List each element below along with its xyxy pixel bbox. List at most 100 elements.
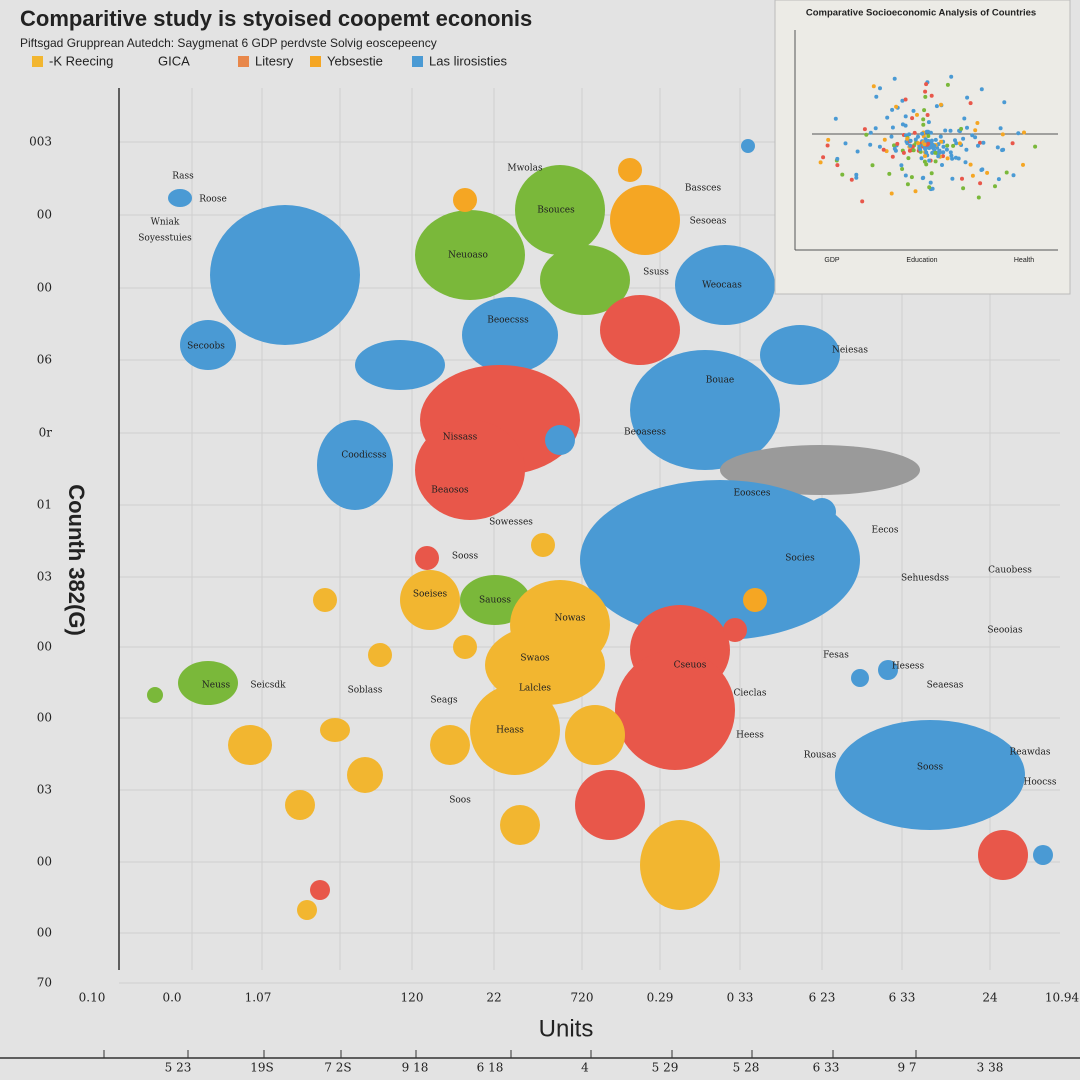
legend-swatch xyxy=(310,56,321,67)
region-shape xyxy=(808,498,836,526)
inset-point xyxy=(975,121,980,125)
inset-point xyxy=(933,150,938,155)
inset-point xyxy=(927,158,932,163)
inset-point xyxy=(932,144,937,148)
inset-point xyxy=(1011,173,1016,178)
inset-point xyxy=(926,141,931,146)
region-label: Sooss xyxy=(917,763,944,773)
inset-point xyxy=(889,191,894,196)
map-regions xyxy=(147,139,1053,920)
inset-point xyxy=(961,186,966,191)
inset-point xyxy=(1016,131,1021,136)
inset-point xyxy=(911,108,916,113)
inset-point xyxy=(964,147,969,152)
region-shape xyxy=(453,635,477,659)
inset-point xyxy=(835,163,840,168)
inset-point xyxy=(919,156,924,161)
region-shape xyxy=(462,297,558,373)
inset-point xyxy=(953,155,958,160)
x-tick-label: 10.94 xyxy=(1045,991,1080,1005)
region-label: Soeises xyxy=(413,590,448,600)
inset-point xyxy=(979,87,984,92)
inset-point xyxy=(924,82,929,87)
inset-point xyxy=(968,101,973,106)
inset-point xyxy=(916,134,920,139)
inset-point xyxy=(950,156,955,161)
region-label: Heess xyxy=(736,731,764,741)
inset-point xyxy=(849,177,854,182)
y-tick-label: 03 xyxy=(37,783,52,797)
x-secondary-tick-label: 6 33 xyxy=(813,1061,840,1075)
inset-point xyxy=(929,171,934,176)
region-shape xyxy=(347,757,383,793)
region-label: Bsouces xyxy=(537,206,575,216)
inset-point xyxy=(854,175,859,180)
y-tick-label: 70 xyxy=(37,976,52,990)
inset-point xyxy=(976,195,981,200)
region-shape xyxy=(400,570,460,630)
region-shape xyxy=(368,643,392,667)
inset-point xyxy=(843,141,848,146)
inset-point xyxy=(976,143,980,148)
inset-point xyxy=(882,137,887,142)
inset-point xyxy=(939,139,944,144)
x-tick-label: 0.29 xyxy=(647,991,674,1005)
region-shape xyxy=(310,880,330,900)
inset-points: GDP Education Health xyxy=(818,74,1038,264)
inset-point xyxy=(923,89,928,94)
x-secondary-tick-label: 3 38 xyxy=(977,1061,1004,1075)
inset-point xyxy=(936,154,941,159)
legend: -K Reecing GICA Litesry Yebsestie Las lirosi… xyxy=(32,53,508,68)
y-tick-label: 003 xyxy=(29,135,52,149)
x-tick-label: 1.07 xyxy=(245,991,272,1005)
inset-point xyxy=(899,163,904,168)
inset-point xyxy=(903,114,908,119)
inset-point xyxy=(870,163,875,168)
inset-point xyxy=(978,140,982,145)
x-secondary-tick-label: 5 29 xyxy=(652,1061,679,1075)
inset-point xyxy=(818,160,823,165)
inset-point xyxy=(835,156,840,161)
ticks: 003 00 00 06 0r 01 03 00 00 03 00 00 70 0.10 0.0 1.07 12… xyxy=(29,135,1079,1075)
x-tick-label: 120 xyxy=(401,991,424,1005)
region-shape xyxy=(640,820,720,910)
inset-point xyxy=(944,147,949,152)
inset-point xyxy=(920,176,925,181)
y-tick-label: 03 xyxy=(37,570,52,584)
region-shape xyxy=(210,205,360,345)
region-label: Sehuesdss xyxy=(901,574,949,584)
region-label: Sesoeas xyxy=(690,217,727,227)
region-label: Cseuos xyxy=(674,661,707,671)
inset-point xyxy=(923,94,928,99)
inset-point xyxy=(906,156,911,161)
region-shape xyxy=(580,480,860,640)
region-label: Eecos xyxy=(872,526,899,536)
y-axis-label: Counth 382(G) xyxy=(64,484,89,636)
y-tick-label: 00 xyxy=(37,281,52,295)
region-label: Seaesas xyxy=(927,681,964,691)
inset-point xyxy=(908,138,913,143)
inset-point xyxy=(973,128,978,133)
region-shape xyxy=(1033,845,1053,865)
inset-point xyxy=(923,137,928,142)
inset-point xyxy=(922,159,927,164)
inset-point xyxy=(918,147,923,152)
region-shape xyxy=(675,245,775,325)
inset-point xyxy=(973,135,978,140)
inset-point xyxy=(970,173,975,178)
inset-point xyxy=(965,125,969,130)
region-label: Heass xyxy=(496,726,524,736)
inset-point xyxy=(913,137,918,142)
region-shape xyxy=(500,805,540,845)
region-shape xyxy=(600,295,680,365)
region-label: Seicsdk xyxy=(250,681,286,691)
inset-point xyxy=(922,108,927,113)
x-tick-label: 6 23 xyxy=(809,991,836,1005)
region-shape xyxy=(618,158,642,182)
inset-point xyxy=(887,171,892,176)
region-shape xyxy=(415,210,525,300)
region-shape xyxy=(565,705,625,765)
legend-swatch xyxy=(412,56,423,67)
inset-point xyxy=(868,142,873,147)
region-shape xyxy=(531,533,555,557)
